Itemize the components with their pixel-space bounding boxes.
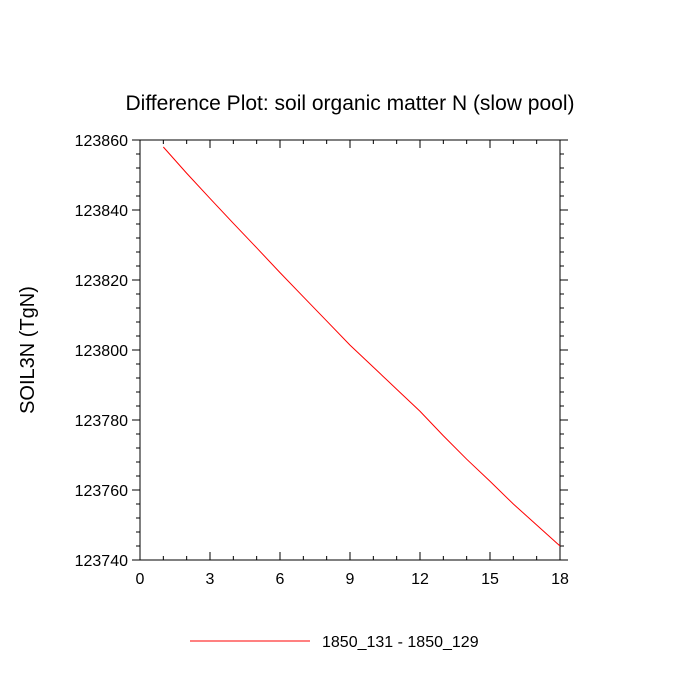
x-tick-label: 3 — [206, 571, 215, 588]
plot-frame — [139, 139, 561, 561]
x-tick-label: 6 — [276, 571, 285, 588]
y-tick-label: 123840 — [75, 203, 128, 220]
x-tick-label: 18 — [551, 571, 569, 588]
x-tick-label: 9 — [346, 571, 355, 588]
chart-title: Difference Plot: soil organic matter N (… — [126, 92, 575, 115]
y-tick-label: 123740 — [75, 553, 128, 570]
series-layer — [162, 146, 561, 547]
x-tick-label: 15 — [481, 571, 499, 588]
y-tick-label: 123820 — [75, 273, 128, 290]
y-axis-label: SOIL3N (TgN) — [17, 286, 39, 414]
series-line — [162, 146, 561, 547]
ticks: 0 3 6 9 12 15 18 123740 123760 123780 123800 123820… — [75, 133, 569, 588]
legend-label: 1850_131 - 1850_129 — [322, 634, 479, 651]
x-tick-label: 12 — [411, 571, 429, 588]
y-tick-label: 123860 — [75, 133, 128, 150]
y-tick-label: 123800 — [75, 343, 128, 360]
x-tick-label: 0 — [136, 571, 145, 588]
y-tick-label: 123780 — [75, 413, 128, 430]
legend: 1850_131 - 1850_129 — [190, 634, 479, 651]
y-tick-label: 123760 — [75, 483, 128, 500]
